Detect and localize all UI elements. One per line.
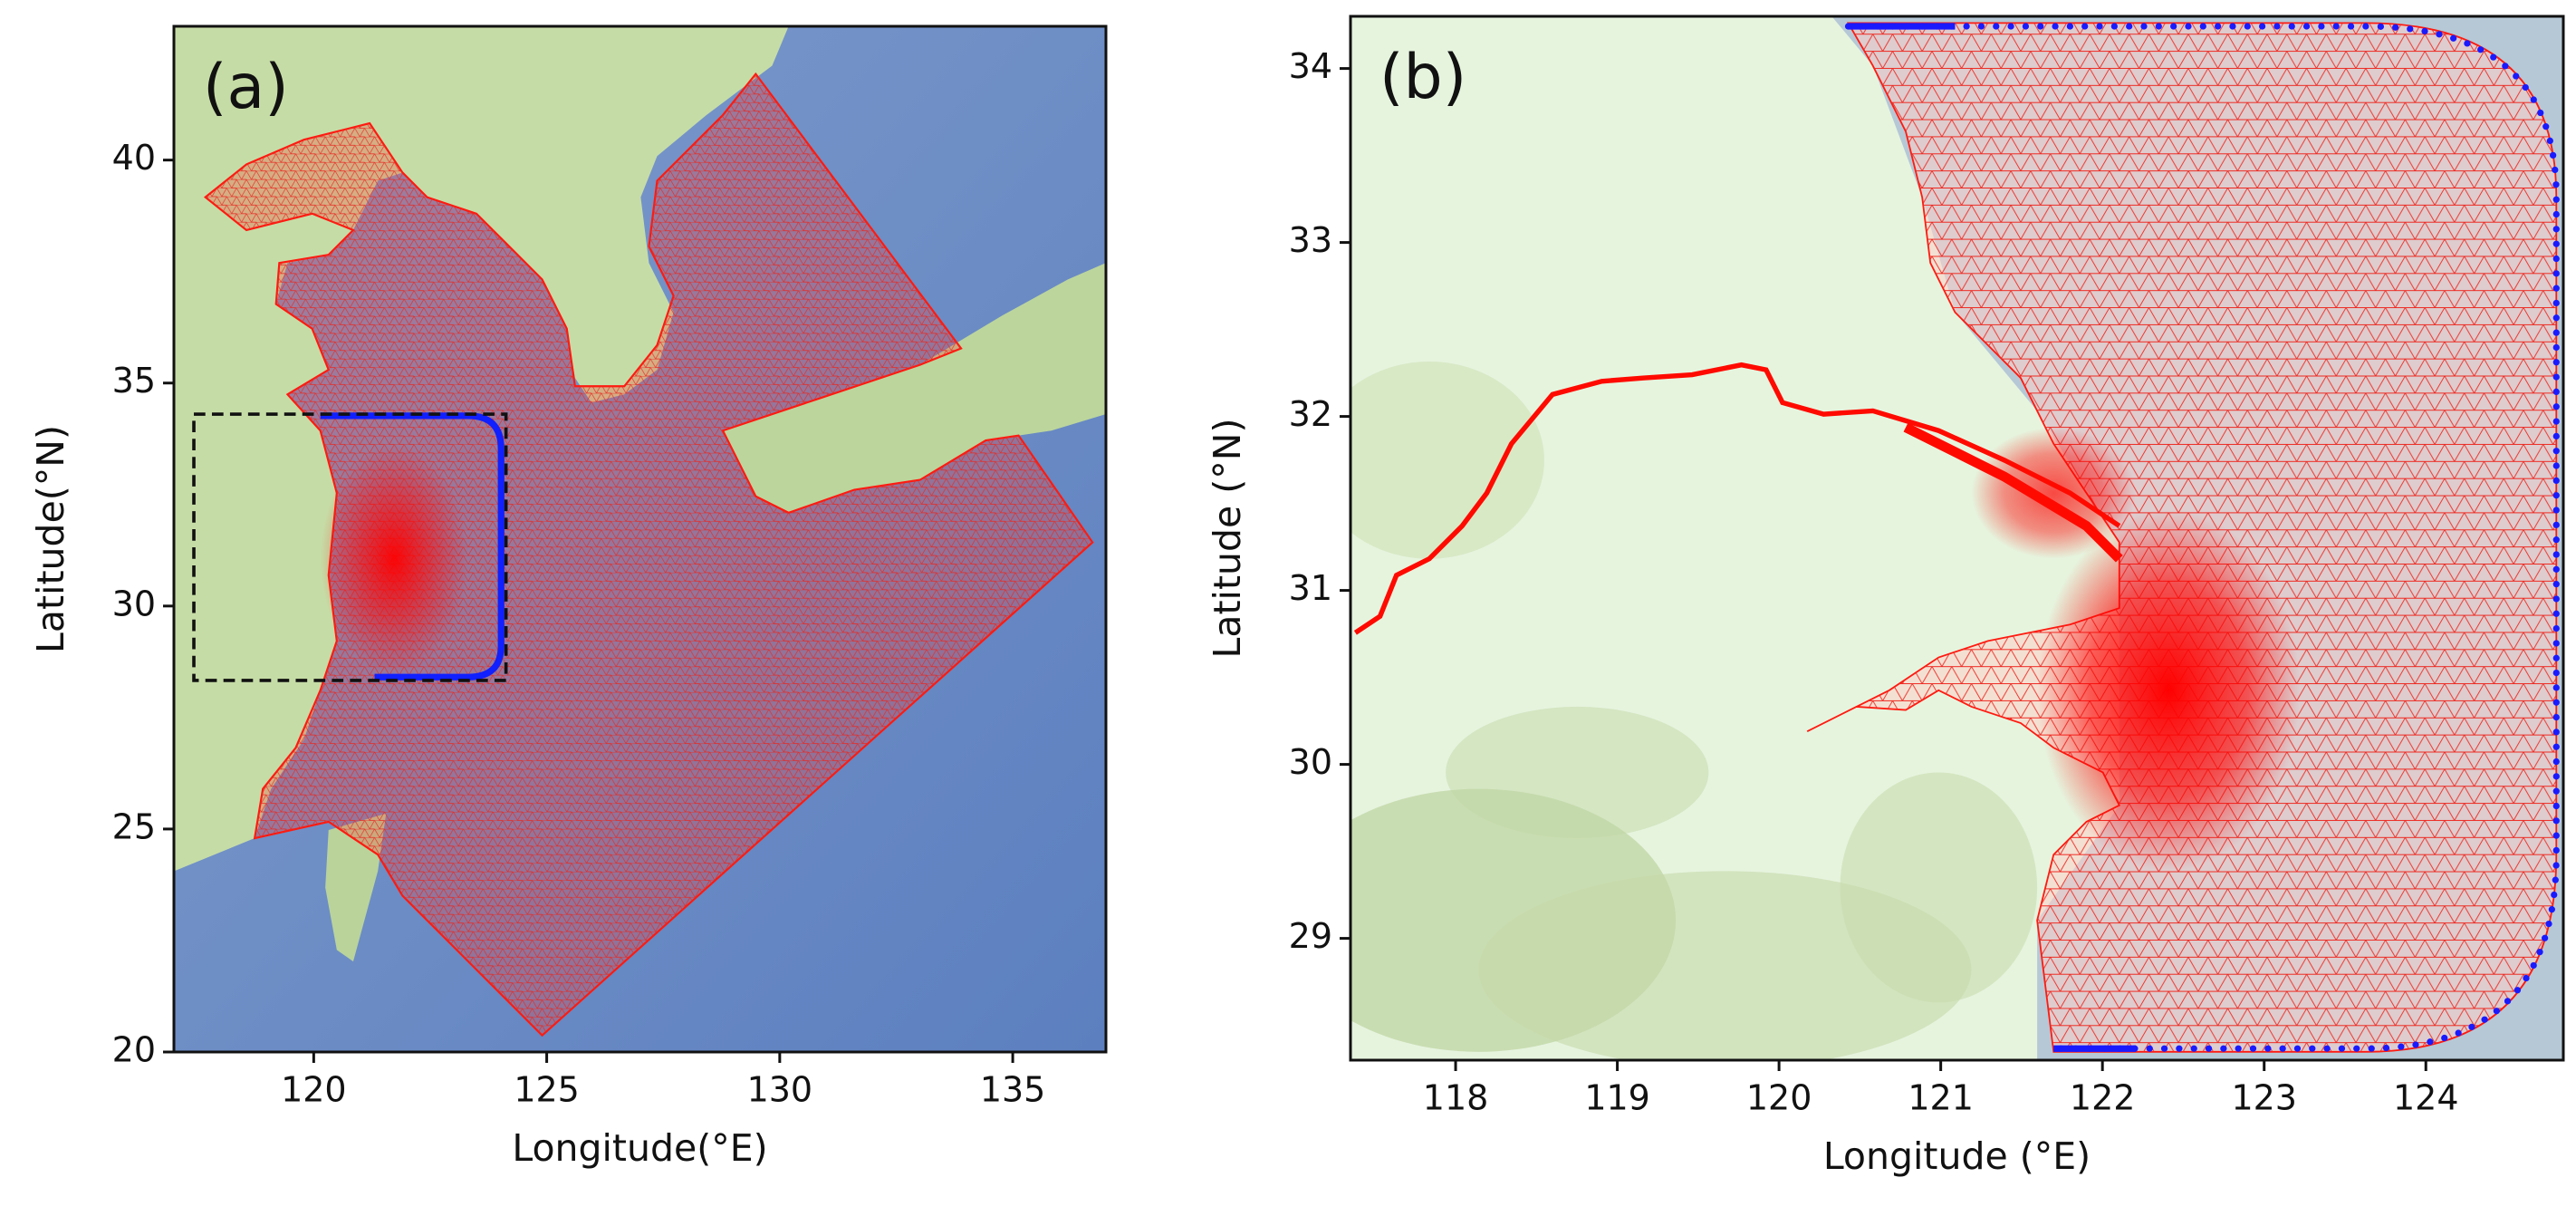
y-axis-label: Latitude(°N) <box>29 425 72 653</box>
x-axis-label: Longitude (°E) <box>1823 1134 2091 1178</box>
y-tick-label: 30 <box>1289 742 1332 782</box>
y-tick-label: 25 <box>112 806 156 846</box>
x-tick-label: 123 <box>2231 1078 2297 1118</box>
y-tick-label: 40 <box>112 138 156 178</box>
axes-frame <box>172 24 1108 1054</box>
x-tick-label: 118 <box>1423 1078 1489 1118</box>
y-tick-label: 20 <box>112 1030 156 1070</box>
x-tick-label: 135 <box>980 1070 1046 1110</box>
panel-label: (b) <box>1379 42 1466 113</box>
y-tick-label: 31 <box>1289 568 1332 608</box>
y-tick-label: 34 <box>1289 46 1332 86</box>
map-a <box>174 26 1106 1052</box>
x-tick-label: 120 <box>1746 1078 1812 1118</box>
panel-label: (a) <box>203 52 289 123</box>
x-tick-label: 125 <box>514 1070 580 1110</box>
x-tick-label: 124 <box>2393 1078 2459 1118</box>
x-tick-label: 130 <box>747 1070 813 1110</box>
axes-frame <box>1349 14 2565 1062</box>
x-tick-label: 120 <box>281 1070 347 1110</box>
y-tick-label: 35 <box>112 361 156 401</box>
y-tick-label: 29 <box>1289 916 1332 956</box>
y-tick-label: 32 <box>1289 394 1332 434</box>
y-tick-label: 33 <box>1289 220 1332 260</box>
x-axis-label: Longitude(°E) <box>512 1126 767 1170</box>
x-tick-label: 122 <box>2070 1078 2136 1118</box>
x-tick-label: 119 <box>1584 1078 1650 1118</box>
y-tick-label: 30 <box>112 584 156 623</box>
y-axis-label: Latitude (°N) <box>1206 419 1249 659</box>
map-b <box>1350 16 2563 1060</box>
x-tick-label: 121 <box>1908 1078 1974 1118</box>
